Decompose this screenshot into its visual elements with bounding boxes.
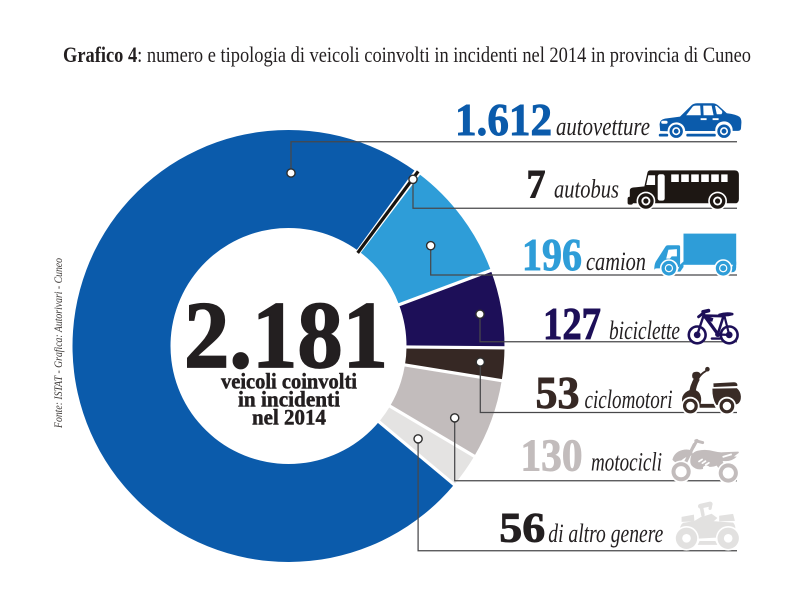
svg-text:biciclette: biciclette — [609, 316, 680, 345]
svg-text:Fonte: ISTAT - Grafica: Auto: Fonte: ISTAT - Grafica: Autorivari - Cun… — [53, 258, 65, 429]
svg-text:53: 53 — [536, 368, 580, 418]
svg-text:nel 2014: nel 2014 — [252, 405, 326, 430]
svg-text:motocicli: motocicli — [591, 448, 662, 477]
svg-text:196: 196 — [522, 230, 582, 280]
svg-text:ciclomotori: ciclomotori — [585, 385, 673, 414]
svg-text:in incidenti: in incidenti — [238, 387, 340, 412]
svg-text:1.612: 1.612 — [455, 95, 552, 145]
svg-text:veicoli coinvolti: veicoli coinvolti — [221, 369, 357, 394]
svg-text:autobus: autobus — [554, 174, 619, 203]
svg-text:camion: camion — [586, 247, 646, 276]
svg-text:127: 127 — [543, 299, 601, 349]
svg-text:2.181: 2.181 — [184, 282, 388, 388]
svg-text:130: 130 — [521, 431, 583, 481]
svg-text:di altro genere: di altro genere — [548, 519, 663, 548]
svg-text:Grafico 4: numero e tipologia: Grafico 4: numero e tipologia di veicoli… — [63, 42, 751, 67]
svg-text:autovetture: autovetture — [556, 112, 650, 141]
svg-text:56: 56 — [499, 506, 545, 552]
svg-text:7: 7 — [527, 161, 546, 206]
